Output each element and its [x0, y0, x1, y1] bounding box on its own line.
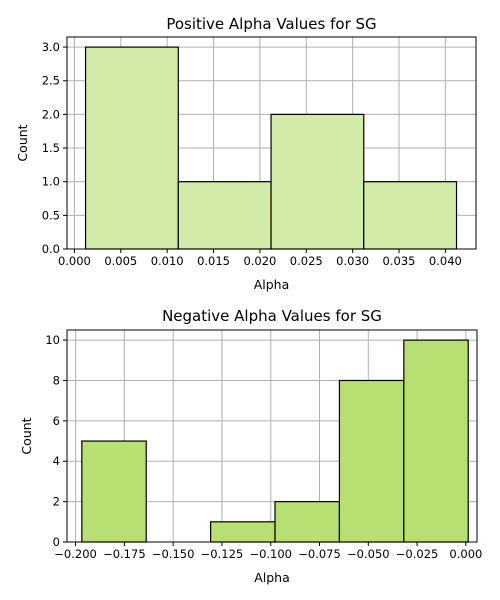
y-axis-label: Count [19, 417, 34, 454]
x-tick-label: −0.200 [54, 547, 97, 561]
x-tick-label: 0.035 [383, 254, 416, 268]
y-tick-label: 0 [53, 535, 60, 549]
y-tick-label: 1.0 [42, 175, 60, 189]
y-tick-label: 8 [53, 373, 60, 387]
histogram-bars [84, 46, 458, 250]
histogram-bar [84, 46, 179, 250]
y-tick-label: 3.0 [42, 40, 60, 54]
y-axis-label: Count [15, 124, 30, 161]
plot-frame [66, 329, 478, 543]
plot-frame [66, 36, 477, 250]
x-tick-label: −0.100 [249, 547, 292, 561]
x-tick-label: 0.040 [429, 254, 462, 268]
chart-title: Negative Alpha Values for SG [162, 307, 382, 325]
y-tick-label: 2.5 [42, 74, 60, 88]
chart-positive-alpha: Positive Alpha Values for SG 0.000 0.005 0… [15, 15, 477, 292]
x-tick-label: −0.175 [103, 547, 146, 561]
y-tick-label: 0.5 [42, 208, 60, 222]
histogram-bar [338, 379, 405, 543]
histogram-bar [270, 113, 365, 250]
x-tick-label: 0.015 [197, 254, 230, 268]
y-tick-label: 10 [45, 333, 60, 347]
x-axis-label: Alpha [254, 277, 290, 292]
chart-title: Positive Alpha Values for SG [166, 15, 376, 33]
histogram-bar [274, 501, 341, 543]
y-tick-label: 1.5 [42, 141, 60, 155]
y-tick-label: 0.0 [42, 242, 60, 256]
histogram-bar [81, 440, 147, 543]
histogram-bar [363, 181, 458, 250]
x-tick-label: 0.000 [58, 254, 91, 268]
x-tick-label: 0.025 [290, 254, 323, 268]
x-tick-label: −0.050 [347, 547, 390, 561]
chart-negative-alpha: Negative Alpha Values for SG −0.200 −0.17… [19, 307, 482, 585]
x-tick-label: 0.005 [104, 254, 137, 268]
x-tick-label: 0.000 [449, 547, 482, 561]
histogram-bar [210, 521, 276, 543]
x-tick-label: 0.030 [336, 254, 369, 268]
x-tick-label: −0.125 [201, 547, 244, 561]
histogram-bars [81, 339, 469, 543]
y-tick-label: 2 [53, 495, 60, 509]
x-tick-label: −0.025 [396, 547, 439, 561]
axis-ticks: 0.000 0.005 0.010 0.015 0.020 0.025 0.030 0.035… [42, 40, 462, 268]
y-tick-label: 4 [53, 454, 60, 468]
x-tick-label: −0.075 [298, 547, 341, 561]
y-tick-label: 2.0 [42, 107, 60, 121]
histogram-bar [177, 181, 272, 250]
x-tick-label: 0.010 [151, 254, 184, 268]
y-tick-label: 6 [53, 414, 60, 428]
histogram-bar [403, 339, 469, 543]
x-tick-label: −0.150 [152, 547, 195, 561]
axis-ticks: −0.200 −0.175 −0.150 −0.125 −0.100 −0.075 −0.0… [45, 333, 482, 561]
x-tick-label: 0.020 [243, 254, 276, 268]
x-axis-label: Alpha [254, 570, 290, 585]
